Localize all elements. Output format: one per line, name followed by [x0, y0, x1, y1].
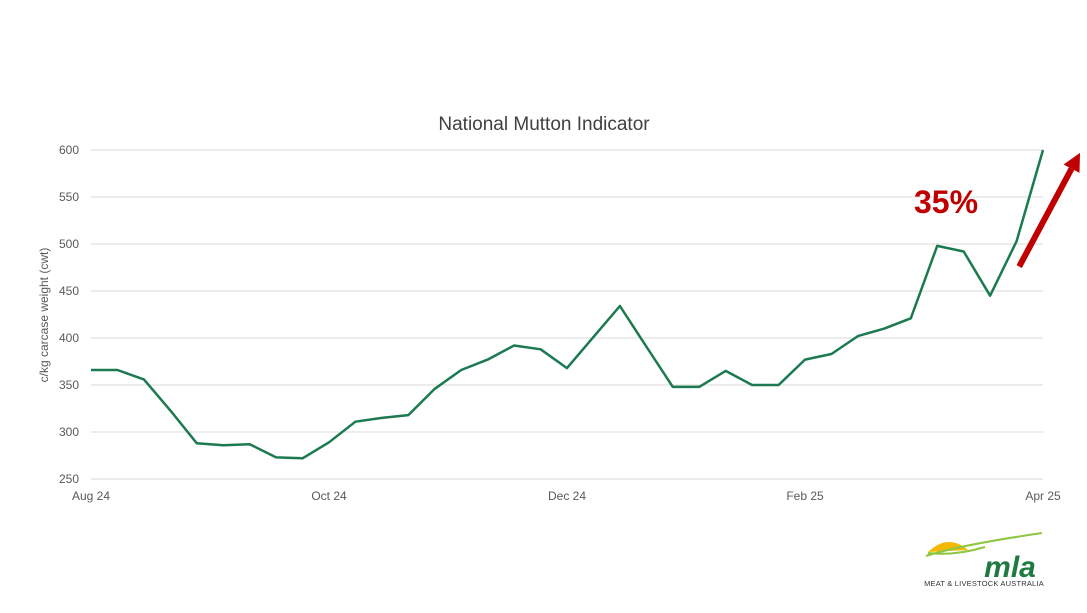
y-tick-label: 450	[59, 284, 79, 298]
y-tick-label: 600	[59, 143, 79, 157]
x-tick-label: Aug 24	[72, 489, 110, 503]
y-tick-label: 250	[59, 472, 79, 486]
annotation-arrow-shaft	[1016, 167, 1075, 268]
y-axis-ticks: 250 300 350 400 450 500 550 600	[59, 143, 79, 486]
y-tick-label: 300	[59, 425, 79, 439]
x-tick-label: Dec 24	[548, 489, 586, 503]
y-axis-label: c/kg carcase weight (cwt)	[37, 248, 51, 383]
gridlines	[91, 149, 1043, 480]
logo-emblem-icon	[925, 532, 1043, 557]
mla-logo: mla MEAT & LIVESTOCK AUSTRALIA	[924, 532, 1044, 588]
annotation-label: 35%	[914, 184, 978, 220]
y-tick-label: 500	[59, 237, 79, 251]
annotation-arrow-head	[1063, 152, 1081, 173]
logo-wordmark: mla	[984, 551, 1036, 584]
series-line	[91, 149, 1045, 460]
x-tick-label: Oct 24	[311, 489, 347, 503]
y-tick-label: 350	[59, 378, 79, 392]
chart-title: National Mutton Indicator	[438, 114, 650, 135]
data-series	[91, 149, 1045, 460]
logo-subtitle: MEAT & LIVESTOCK AUSTRALIA	[924, 579, 1044, 588]
x-tick-label: Feb 25	[786, 489, 824, 503]
y-tick-label: 550	[59, 190, 79, 204]
annotation-group: 35%	[914, 152, 1081, 268]
y-tick-label: 400	[59, 331, 79, 345]
x-tick-label: Apr 25	[1025, 489, 1061, 503]
x-axis-ticks: Aug 24 Oct 24 Dec 24 Feb 25 Apr 25	[72, 489, 1061, 503]
